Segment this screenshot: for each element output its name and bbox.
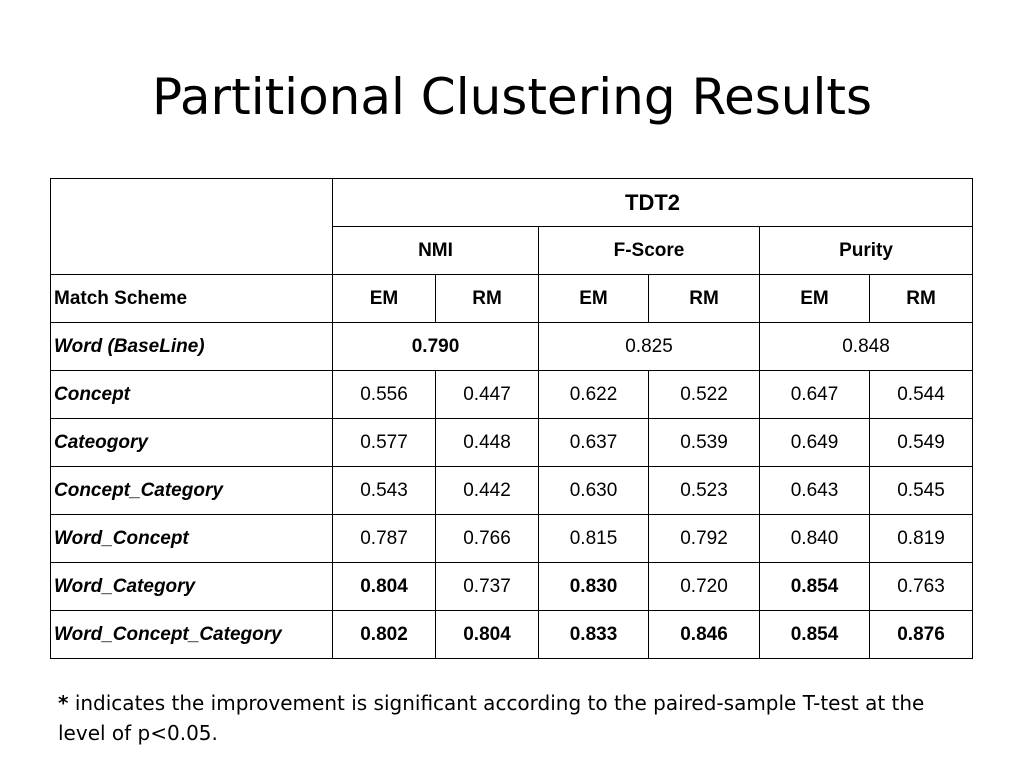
subheader-cell: EM [759,274,870,323]
value-cell: 0.802 [332,610,436,659]
row-label: Word_Concept_Category [50,610,333,659]
row-label: Word_Category [50,562,333,611]
baseline-value: 0.790 [332,322,539,371]
value-cell: 0.830 [538,562,649,611]
value-cell: 0.846 [648,610,760,659]
value-cell: 0.643 [759,466,870,515]
value-cell: 0.543 [332,466,436,515]
value-cell: 0.649 [759,418,870,467]
value-cell: 0.637 [538,418,649,467]
table-row: Concept_Category 0.543 0.442 0.630 0.523 0.64… [50,466,973,515]
slide-title: Partitional Clustering Results [151,68,873,126]
subheader-row: Match Scheme EM RM EM RM EM RM [50,274,973,323]
subheader-cell: RM [869,274,973,323]
table-row: Word_Concept 0.787 0.766 0.815 0.792 0.840 0.8… [50,514,973,563]
value-cell: 0.442 [435,466,539,515]
metric-header-fscore: F-Score [538,226,760,275]
value-cell: 0.522 [648,370,760,419]
value-cell: 0.545 [869,466,973,515]
value-cell: 0.647 [759,370,870,419]
value-cell: 0.544 [869,370,973,419]
empty-corner-cell [50,178,333,275]
subheader-cell: RM [648,274,760,323]
value-cell: 0.792 [648,514,760,563]
value-cell: 0.737 [435,562,539,611]
row-label: Concept_Category [50,466,333,515]
value-cell: 0.876 [869,610,973,659]
baseline-value: 0.825 [538,322,760,371]
value-cell: 0.819 [869,514,973,563]
value-cell: 0.523 [648,466,760,515]
table-row: Word_Category 0.804 0.737 0.830 0.720 0.854 0.… [50,562,973,611]
value-cell: 0.447 [435,370,539,419]
value-cell: 0.815 [538,514,649,563]
data-rows: Concept 0.556 0.447 0.622 0.522 0.647 0.544 Cat… [50,370,973,659]
table-row: Word_Concept_Category 0.802 0.804 0.833 0.84… [50,610,973,659]
value-cell: 0.539 [648,418,760,467]
value-cell: 0.787 [332,514,436,563]
metric-header-row: NMI F-Score Purity [51,226,973,275]
value-cell: 0.549 [869,418,973,467]
row-label: Word_Concept [50,514,333,563]
value-cell: 0.854 [759,610,870,659]
value-cell: 0.630 [538,466,649,515]
value-cell: 0.622 [538,370,649,419]
footnote-marker: * [58,691,69,715]
dataset-header: TDT2 [332,178,973,227]
footnote-text: indicates the improvement is significant… [58,691,925,745]
metric-header-nmi: NMI [332,226,539,275]
value-cell: 0.766 [435,514,539,563]
row-label: Cateogory [50,418,333,467]
value-cell: 0.804 [332,562,436,611]
table-row: Concept 0.556 0.447 0.622 0.522 0.647 0.544 [50,370,973,419]
footnote: * indicates the improvement is significa… [58,688,978,748]
row-label: Concept [50,370,333,419]
subheader-cell: EM [538,274,649,323]
subheader-cell: EM [332,274,436,323]
value-cell: 0.840 [759,514,870,563]
dataset-header-row: TDT2 [50,178,973,275]
value-cell: 0.448 [435,418,539,467]
baseline-value: 0.848 [759,322,973,371]
match-scheme-header: Match Scheme [50,274,333,323]
value-cell: 0.720 [648,562,760,611]
value-cell: 0.854 [759,562,870,611]
results-table: TDT2 NMI F-Score Purity Match Scheme EM … [50,178,973,659]
value-cell: 0.833 [538,610,649,659]
metric-header-purity: Purity [759,226,973,275]
value-cell: 0.577 [332,418,436,467]
value-cell: 0.556 [332,370,436,419]
baseline-row: Word (BaseLine) 0.790 0.825 0.848 [50,322,973,371]
value-cell: 0.763 [869,562,973,611]
table-row: Cateogory 0.577 0.448 0.637 0.539 0.649 0.549 [50,418,973,467]
row-label: Word (BaseLine) [50,322,333,371]
value-cell: 0.804 [435,610,539,659]
subheader-cell: RM [435,274,539,323]
